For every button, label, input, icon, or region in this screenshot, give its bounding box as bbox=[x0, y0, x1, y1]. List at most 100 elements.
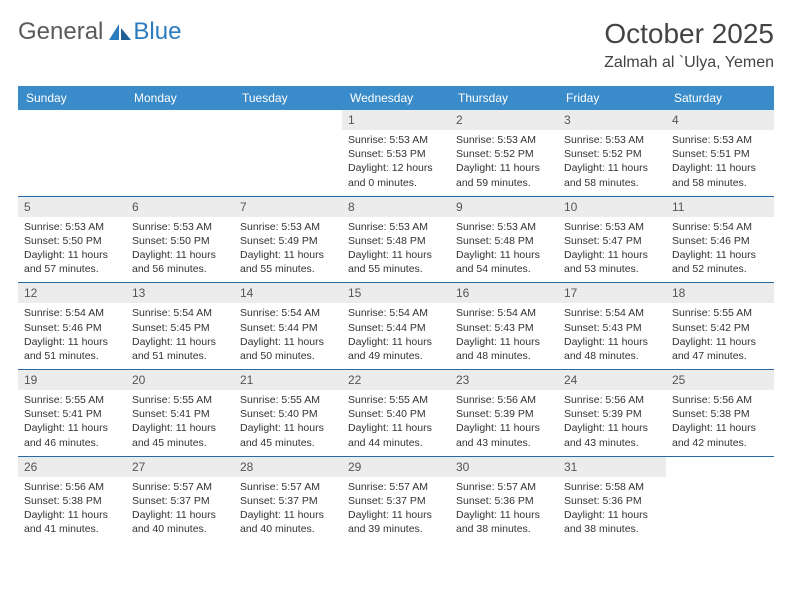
day-header: Thursday bbox=[450, 86, 558, 110]
calendar-head: SundayMondayTuesdayWednesdayThursdayFrid… bbox=[18, 86, 774, 110]
calendar-body: 1Sunrise: 5:53 AMSunset: 5:53 PMDaylight… bbox=[18, 110, 774, 542]
day-content: Sunrise: 5:55 AMSunset: 5:41 PMDaylight:… bbox=[18, 390, 126, 456]
title-block: October 2025 Zalmah al `Ulya, Yemen bbox=[604, 18, 774, 72]
brand-part2: Blue bbox=[133, 18, 181, 46]
calendar-cell: 9Sunrise: 5:53 AMSunset: 5:48 PMDaylight… bbox=[450, 196, 558, 283]
day-content: Sunrise: 5:55 AMSunset: 5:42 PMDaylight:… bbox=[666, 303, 774, 369]
calendar-cell: 28Sunrise: 5:57 AMSunset: 5:37 PMDayligh… bbox=[234, 456, 342, 542]
calendar-cell: 15Sunrise: 5:54 AMSunset: 5:44 PMDayligh… bbox=[342, 283, 450, 370]
day-content: Sunrise: 5:56 AMSunset: 5:38 PMDaylight:… bbox=[18, 477, 126, 543]
calendar-cell: 25Sunrise: 5:56 AMSunset: 5:38 PMDayligh… bbox=[666, 370, 774, 457]
sail-icon bbox=[107, 22, 133, 42]
calendar-cell: 31Sunrise: 5:58 AMSunset: 5:36 PMDayligh… bbox=[558, 456, 666, 542]
day-content: Sunrise: 5:56 AMSunset: 5:39 PMDaylight:… bbox=[450, 390, 558, 456]
day-number: 18 bbox=[666, 283, 774, 303]
day-content: Sunrise: 5:53 AMSunset: 5:47 PMDaylight:… bbox=[558, 217, 666, 283]
calendar-cell: 12Sunrise: 5:54 AMSunset: 5:46 PMDayligh… bbox=[18, 283, 126, 370]
day-header: Tuesday bbox=[234, 86, 342, 110]
calendar-cell: 27Sunrise: 5:57 AMSunset: 5:37 PMDayligh… bbox=[126, 456, 234, 542]
day-number: 13 bbox=[126, 283, 234, 303]
calendar-cell: 8Sunrise: 5:53 AMSunset: 5:48 PMDaylight… bbox=[342, 196, 450, 283]
day-number: 25 bbox=[666, 370, 774, 390]
calendar-cell: 19Sunrise: 5:55 AMSunset: 5:41 PMDayligh… bbox=[18, 370, 126, 457]
day-content: Sunrise: 5:57 AMSunset: 5:37 PMDaylight:… bbox=[342, 477, 450, 543]
calendar-cell: 21Sunrise: 5:55 AMSunset: 5:40 PMDayligh… bbox=[234, 370, 342, 457]
calendar-row: 12Sunrise: 5:54 AMSunset: 5:46 PMDayligh… bbox=[18, 283, 774, 370]
brand-part1: General bbox=[18, 18, 103, 46]
month-title: October 2025 bbox=[604, 18, 774, 50]
day-number: 27 bbox=[126, 457, 234, 477]
calendar-cell: 2Sunrise: 5:53 AMSunset: 5:52 PMDaylight… bbox=[450, 110, 558, 196]
day-content: Sunrise: 5:54 AMSunset: 5:43 PMDaylight:… bbox=[450, 303, 558, 369]
day-number: 10 bbox=[558, 197, 666, 217]
calendar-row: 19Sunrise: 5:55 AMSunset: 5:41 PMDayligh… bbox=[18, 370, 774, 457]
day-header: Wednesday bbox=[342, 86, 450, 110]
location: Zalmah al `Ulya, Yemen bbox=[604, 54, 774, 72]
day-number: 9 bbox=[450, 197, 558, 217]
calendar-cell bbox=[666, 456, 774, 542]
calendar-cell: 3Sunrise: 5:53 AMSunset: 5:52 PMDaylight… bbox=[558, 110, 666, 196]
day-content: Sunrise: 5:53 AMSunset: 5:51 PMDaylight:… bbox=[666, 130, 774, 196]
calendar-cell: 4Sunrise: 5:53 AMSunset: 5:51 PMDaylight… bbox=[666, 110, 774, 196]
day-content: Sunrise: 5:54 AMSunset: 5:43 PMDaylight:… bbox=[558, 303, 666, 369]
day-number: 15 bbox=[342, 283, 450, 303]
day-number: 1 bbox=[342, 110, 450, 130]
calendar-cell: 22Sunrise: 5:55 AMSunset: 5:40 PMDayligh… bbox=[342, 370, 450, 457]
calendar-cell bbox=[126, 110, 234, 196]
day-number: 3 bbox=[558, 110, 666, 130]
day-number: 30 bbox=[450, 457, 558, 477]
calendar-cell: 13Sunrise: 5:54 AMSunset: 5:45 PMDayligh… bbox=[126, 283, 234, 370]
day-number: 20 bbox=[126, 370, 234, 390]
day-header: Monday bbox=[126, 86, 234, 110]
calendar-cell bbox=[18, 110, 126, 196]
day-content: Sunrise: 5:57 AMSunset: 5:37 PMDaylight:… bbox=[126, 477, 234, 543]
day-number: 7 bbox=[234, 197, 342, 217]
calendar-table: SundayMondayTuesdayWednesdayThursdayFrid… bbox=[18, 86, 774, 542]
calendar-cell: 18Sunrise: 5:55 AMSunset: 5:42 PMDayligh… bbox=[666, 283, 774, 370]
calendar-cell: 26Sunrise: 5:56 AMSunset: 5:38 PMDayligh… bbox=[18, 456, 126, 542]
day-header: Saturday bbox=[666, 86, 774, 110]
calendar-cell: 16Sunrise: 5:54 AMSunset: 5:43 PMDayligh… bbox=[450, 283, 558, 370]
day-number: 6 bbox=[126, 197, 234, 217]
day-number: 31 bbox=[558, 457, 666, 477]
calendar-cell: 23Sunrise: 5:56 AMSunset: 5:39 PMDayligh… bbox=[450, 370, 558, 457]
day-number: 4 bbox=[666, 110, 774, 130]
day-content: Sunrise: 5:56 AMSunset: 5:39 PMDaylight:… bbox=[558, 390, 666, 456]
day-number: 23 bbox=[450, 370, 558, 390]
day-number: 26 bbox=[18, 457, 126, 477]
day-content: Sunrise: 5:56 AMSunset: 5:38 PMDaylight:… bbox=[666, 390, 774, 456]
calendar-cell bbox=[234, 110, 342, 196]
day-content: Sunrise: 5:54 AMSunset: 5:46 PMDaylight:… bbox=[666, 217, 774, 283]
day-content: Sunrise: 5:58 AMSunset: 5:36 PMDaylight:… bbox=[558, 477, 666, 543]
day-number: 19 bbox=[18, 370, 126, 390]
calendar-row: 1Sunrise: 5:53 AMSunset: 5:53 PMDaylight… bbox=[18, 110, 774, 196]
calendar-cell: 29Sunrise: 5:57 AMSunset: 5:37 PMDayligh… bbox=[342, 456, 450, 542]
calendar-cell: 5Sunrise: 5:53 AMSunset: 5:50 PMDaylight… bbox=[18, 196, 126, 283]
calendar-cell: 7Sunrise: 5:53 AMSunset: 5:49 PMDaylight… bbox=[234, 196, 342, 283]
day-number: 14 bbox=[234, 283, 342, 303]
day-content: Sunrise: 5:55 AMSunset: 5:41 PMDaylight:… bbox=[126, 390, 234, 456]
calendar-row: 26Sunrise: 5:56 AMSunset: 5:38 PMDayligh… bbox=[18, 456, 774, 542]
day-content: Sunrise: 5:54 AMSunset: 5:44 PMDaylight:… bbox=[342, 303, 450, 369]
day-content: Sunrise: 5:54 AMSunset: 5:44 PMDaylight:… bbox=[234, 303, 342, 369]
day-content: Sunrise: 5:54 AMSunset: 5:46 PMDaylight:… bbox=[18, 303, 126, 369]
day-content: Sunrise: 5:57 AMSunset: 5:36 PMDaylight:… bbox=[450, 477, 558, 543]
day-number: 29 bbox=[342, 457, 450, 477]
day-content: Sunrise: 5:53 AMSunset: 5:48 PMDaylight:… bbox=[342, 217, 450, 283]
calendar-cell: 14Sunrise: 5:54 AMSunset: 5:44 PMDayligh… bbox=[234, 283, 342, 370]
day-content: Sunrise: 5:54 AMSunset: 5:45 PMDaylight:… bbox=[126, 303, 234, 369]
day-content: Sunrise: 5:53 AMSunset: 5:53 PMDaylight:… bbox=[342, 130, 450, 196]
calendar-cell: 24Sunrise: 5:56 AMSunset: 5:39 PMDayligh… bbox=[558, 370, 666, 457]
calendar-cell: 1Sunrise: 5:53 AMSunset: 5:53 PMDaylight… bbox=[342, 110, 450, 196]
day-header: Friday bbox=[558, 86, 666, 110]
day-content: Sunrise: 5:53 AMSunset: 5:50 PMDaylight:… bbox=[126, 217, 234, 283]
calendar-cell: 11Sunrise: 5:54 AMSunset: 5:46 PMDayligh… bbox=[666, 196, 774, 283]
calendar-cell: 10Sunrise: 5:53 AMSunset: 5:47 PMDayligh… bbox=[558, 196, 666, 283]
day-number: 24 bbox=[558, 370, 666, 390]
day-content: Sunrise: 5:53 AMSunset: 5:52 PMDaylight:… bbox=[558, 130, 666, 196]
calendar-cell: 30Sunrise: 5:57 AMSunset: 5:36 PMDayligh… bbox=[450, 456, 558, 542]
day-number: 21 bbox=[234, 370, 342, 390]
day-number: 16 bbox=[450, 283, 558, 303]
day-content: Sunrise: 5:55 AMSunset: 5:40 PMDaylight:… bbox=[342, 390, 450, 456]
day-header: Sunday bbox=[18, 86, 126, 110]
